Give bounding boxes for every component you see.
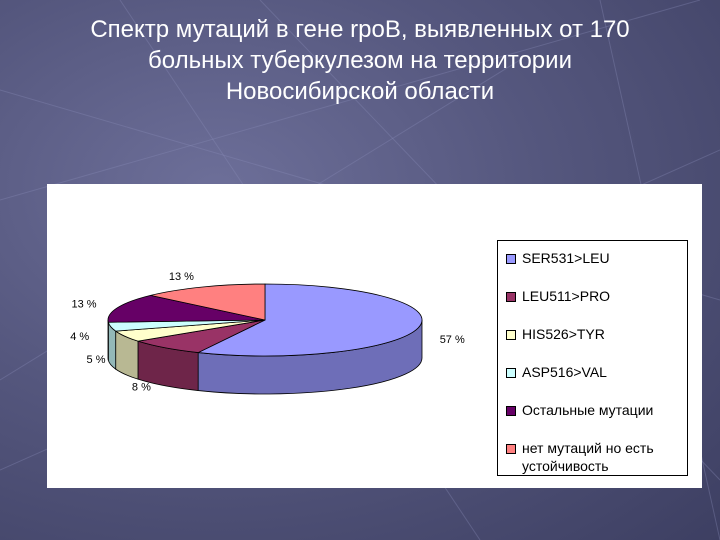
legend-swatch-4 [506, 406, 516, 416]
legend-swatch-0 [506, 254, 516, 264]
legend-swatch-3 [506, 368, 516, 378]
slide-title: Спектр мутаций в гене rpoB, выявленных о… [30, 14, 690, 107]
pie-data-label-3: 4 % [70, 331, 89, 343]
pie-data-label-0: 57 % [440, 334, 465, 346]
pie-data-label-2: 5 % [87, 354, 106, 366]
legend-swatch-1 [506, 292, 516, 302]
title-line-2: больных туберкулезом на территории [148, 47, 572, 74]
legend-label-4: Остальные мутации [522, 402, 654, 418]
legend-label-2: HIS526>TYR [522, 326, 605, 342]
pie-slice-4 [107, 294, 266, 323]
title-line-1: Спектр мутаций в гене rpoB, выявленных о… [90, 16, 630, 43]
legend-label-3: ASP516>VAL [522, 364, 607, 380]
pie-slice-0 [196, 283, 423, 357]
legend-swatch-2 [506, 330, 516, 340]
legend-label-0: SER531>LEU [522, 250, 610, 266]
pie-data-label-4: 13 % [72, 299, 97, 311]
chart-panel: 57 % 8 % 5 % 4 % 13 % 13 % SER531>LEU LEU511>P… [47, 184, 702, 488]
title-line-3: Новосибирской области [225, 78, 495, 105]
legend-swatch-5 [506, 444, 516, 454]
pie-slice-5 [150, 283, 266, 321]
pie-data-label-1: 8 % [132, 381, 151, 393]
chart-legend: SER531>LEU LEU511>PRO HIS526>TYR ASP516>VAL… [497, 240, 688, 476]
pie-data-label-5: 13 % [169, 271, 194, 283]
legend-label-1: LEU511>PRO [522, 288, 611, 304]
legend-label-5: нет мутаций но есть устойчивость [522, 440, 654, 474]
pie-chart: 57 % 8 % 5 % 4 % 13 % 13 % [70, 271, 465, 395]
